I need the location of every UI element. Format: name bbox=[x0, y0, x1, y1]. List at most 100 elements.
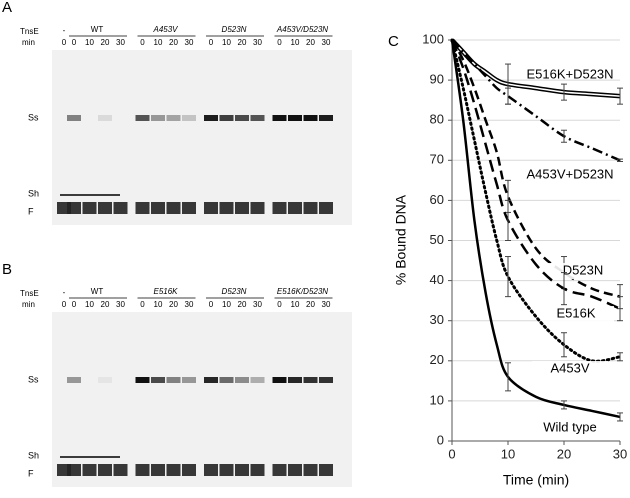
lane-label: 30 bbox=[116, 300, 125, 309]
lane-label: 0 bbox=[140, 38, 145, 47]
lane-label: 30 bbox=[253, 38, 262, 47]
error-bar bbox=[617, 352, 623, 362]
gel-band bbox=[235, 377, 249, 383]
gel-band bbox=[303, 377, 318, 383]
lane-label: 0 bbox=[72, 300, 77, 309]
band-label: Sh bbox=[28, 450, 39, 460]
gel bbox=[52, 312, 352, 487]
x-axis-label: Time (min) bbox=[503, 472, 569, 488]
series-line bbox=[450, 39, 621, 298]
gel-band bbox=[113, 202, 128, 214]
error-bar bbox=[561, 129, 567, 143]
gel-band bbox=[319, 464, 333, 476]
series-line bbox=[450, 39, 621, 419]
band-label: Sh bbox=[28, 188, 39, 198]
error-bar bbox=[617, 158, 623, 163]
series-label: E516K bbox=[556, 305, 595, 320]
gel-band bbox=[151, 115, 165, 121]
group-label: WT bbox=[91, 287, 104, 296]
lane-label: 10 bbox=[154, 38, 163, 47]
y-tick-label: 10 bbox=[430, 392, 444, 407]
lane-label: 10 bbox=[85, 300, 94, 309]
gel-band bbox=[67, 115, 81, 121]
y-tick-label: 80 bbox=[430, 112, 444, 127]
lane-label: 0 bbox=[277, 300, 282, 309]
lane-label: 0 bbox=[62, 300, 67, 309]
group-label: E516K/D523N bbox=[277, 287, 328, 296]
lane-label: 30 bbox=[322, 300, 331, 309]
lane-label: 20 bbox=[101, 38, 110, 47]
gel-band bbox=[272, 464, 287, 476]
band-label: Ss bbox=[28, 112, 39, 122]
panel-label: A bbox=[2, 0, 12, 16]
gel-band bbox=[204, 115, 218, 121]
error-bar bbox=[505, 199, 511, 241]
gel-band bbox=[98, 202, 112, 214]
y-tick-label: 50 bbox=[430, 232, 444, 247]
x-tick-label: 20 bbox=[557, 446, 571, 461]
gel-band bbox=[151, 464, 165, 476]
gel-band bbox=[204, 377, 218, 383]
y-tick-label: 100 bbox=[422, 31, 444, 46]
lane-label: 0 bbox=[62, 38, 67, 47]
gel-band bbox=[235, 464, 249, 476]
gel-band bbox=[82, 464, 97, 476]
y-tick-label: 40 bbox=[430, 272, 444, 287]
lane-label: 0 bbox=[72, 38, 77, 47]
row-label: TnsE bbox=[20, 289, 39, 298]
y-tick-label: 30 bbox=[430, 312, 444, 327]
group-label: A453V bbox=[152, 25, 178, 34]
lane-label: - bbox=[63, 288, 66, 297]
gel-band bbox=[67, 202, 81, 214]
gel-band bbox=[182, 377, 196, 383]
row-label: TnsE bbox=[20, 27, 39, 36]
gel-band bbox=[303, 202, 318, 214]
lane-label: 30 bbox=[322, 38, 331, 47]
row-label: min bbox=[22, 300, 35, 309]
series-line bbox=[450, 38, 622, 363]
gel-band bbox=[288, 464, 302, 476]
gel-band bbox=[235, 202, 249, 214]
lane-label: 0 bbox=[209, 38, 214, 47]
group-label: A453V/D523N bbox=[276, 25, 328, 34]
gel-band bbox=[135, 377, 150, 383]
gel-band bbox=[235, 115, 249, 121]
error-bar bbox=[505, 362, 511, 392]
series-label-bg bbox=[538, 306, 614, 322]
series-line bbox=[451, 39, 621, 162]
gel-band bbox=[303, 464, 318, 476]
lane-label: 30 bbox=[185, 300, 194, 309]
gel-band bbox=[303, 115, 318, 121]
gel-band bbox=[182, 115, 196, 121]
lane-label: 10 bbox=[291, 38, 300, 47]
gel-band bbox=[288, 377, 302, 383]
panel-label: B bbox=[2, 261, 12, 278]
error-bar bbox=[561, 272, 567, 306]
gel-band bbox=[219, 377, 234, 383]
gel-band bbox=[250, 464, 265, 476]
lane-label: 20 bbox=[238, 300, 247, 309]
y-tick-label: 20 bbox=[430, 352, 444, 367]
gel-band bbox=[135, 115, 150, 121]
error-bar bbox=[617, 296, 623, 322]
y-tick-label: 60 bbox=[430, 192, 444, 207]
y-tick-label: 0 bbox=[437, 432, 444, 447]
gel-band bbox=[288, 115, 302, 121]
lane-label: 30 bbox=[116, 38, 125, 47]
gel-band bbox=[98, 115, 112, 121]
gel-band bbox=[166, 464, 181, 476]
lane-label: 10 bbox=[85, 38, 94, 47]
lane-label: 30 bbox=[185, 38, 194, 47]
series-label: E516K+D523N bbox=[526, 66, 613, 81]
gel-band bbox=[135, 464, 150, 476]
y-tick-label: 90 bbox=[430, 72, 444, 87]
x-tick-label: 30 bbox=[613, 446, 627, 461]
gel bbox=[52, 50, 352, 225]
lane-label: 0 bbox=[277, 38, 282, 47]
series-label-bg bbox=[532, 361, 608, 377]
lane-label: 20 bbox=[238, 38, 247, 47]
row-label: min bbox=[22, 38, 35, 47]
gel-band bbox=[272, 115, 287, 121]
error-bar bbox=[505, 87, 511, 105]
gel-band bbox=[219, 115, 234, 121]
